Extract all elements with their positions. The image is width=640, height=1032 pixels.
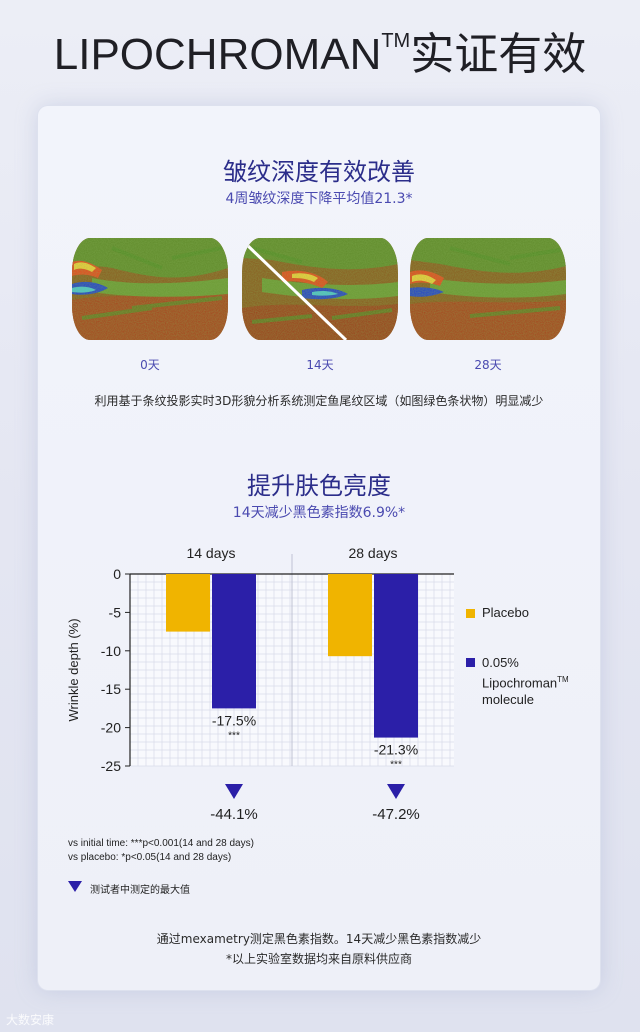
legend-active-tm: TM <box>557 675 569 684</box>
bar-active <box>212 574 256 709</box>
category-label: 28 days <box>348 545 397 561</box>
max-value-triangle-icon <box>68 881 82 892</box>
page-title: LIPOCHROMANTM实证有效 <box>0 18 640 82</box>
note-initial-time: vs initial time: ***p<0.001(14 and 28 da… <box>68 838 254 849</box>
bar-placebo <box>328 574 372 657</box>
value-label-active: -17.5% <box>212 712 256 728</box>
note-placebo: vs placebo: *p<0.05(14 and 28 days) <box>68 852 232 863</box>
day-label-0: 0天 <box>140 358 160 372</box>
watermark: 大数安康 <box>6 1013 55 1027</box>
brightness-section-subtitle: 14天减少黑色素指数6.9%* <box>232 505 406 521</box>
marker-legend: 测试者中测定的最大值 <box>90 885 190 896</box>
day-label-28: 28天 <box>474 358 502 372</box>
wrinkle-section-title: 皱纹深度有效改善 <box>223 158 415 186</box>
day-label-14: 14天 <box>306 358 334 372</box>
legend-label-active: 0.05% LipochromanTM molecule <box>482 654 569 708</box>
max-value-marker <box>225 784 243 799</box>
legend-active-concentration: 0.05% <box>482 655 519 670</box>
legend-active-name: Lipochroman <box>482 675 558 691</box>
legend-active-molecule: molecule <box>482 692 535 708</box>
wrinkle-depth-bar-chart: 0 -5 -10 -15 -20 -25 Wrinkle depth (%) 14 days -… <box>66 545 454 823</box>
legend-swatch-active <box>466 658 475 667</box>
wrinkle-scan-day-0 <box>72 238 228 340</box>
category-label: 14 days <box>186 545 235 561</box>
max-value-label: -44.1% <box>210 806 258 823</box>
y-tick-label: -10 <box>101 643 121 659</box>
significance-label: *** <box>228 730 240 741</box>
brightness-section-title: 提升肤色亮度 <box>247 472 391 500</box>
trademark-mark: TM <box>381 30 411 52</box>
bar-active <box>374 574 418 738</box>
value-label-active: -21.3% <box>374 742 418 758</box>
legend-label-placebo: Placebo <box>482 605 529 620</box>
y-tick-label: -20 <box>101 720 121 736</box>
wrinkle-scan-day-28 <box>410 238 566 340</box>
wrinkle-section-subtitle: 4周皱纹深度下降平均值21.3* <box>225 191 413 207</box>
bar-placebo <box>166 574 210 632</box>
max-value-label: -47.2% <box>372 806 420 823</box>
footer-line-2: *以上实验室数据均来自原料供应商 <box>225 952 412 966</box>
legend-swatch-placebo <box>466 609 475 618</box>
y-tick-label: -5 <box>109 604 122 620</box>
wrinkle-caption: 利用基于条纹投影实时3D形貌分析系统测定鱼尾纹区域（如图绿色条状物）明显减少 <box>94 394 544 408</box>
y-tick-label: 0 <box>113 566 121 582</box>
wrinkle-scan-day-14 <box>242 238 398 340</box>
y-axis-title: Wrinkle depth (%) <box>66 618 81 721</box>
evidence-card: 皱纹深度有效改善 4周皱纹深度下降平均值21.3* <box>38 106 600 990</box>
y-tick-label: -15 <box>101 681 121 697</box>
footer-line-1: 通过mexametry测定黑色素指数。14天减少黑色素指数减少 <box>156 932 482 946</box>
title-brand: LIPOCHROMAN <box>53 30 382 79</box>
title-cn: 实证有效 <box>410 30 587 79</box>
max-value-marker <box>387 784 405 799</box>
significance-label: *** <box>390 760 402 771</box>
y-tick-label: -25 <box>101 758 121 774</box>
